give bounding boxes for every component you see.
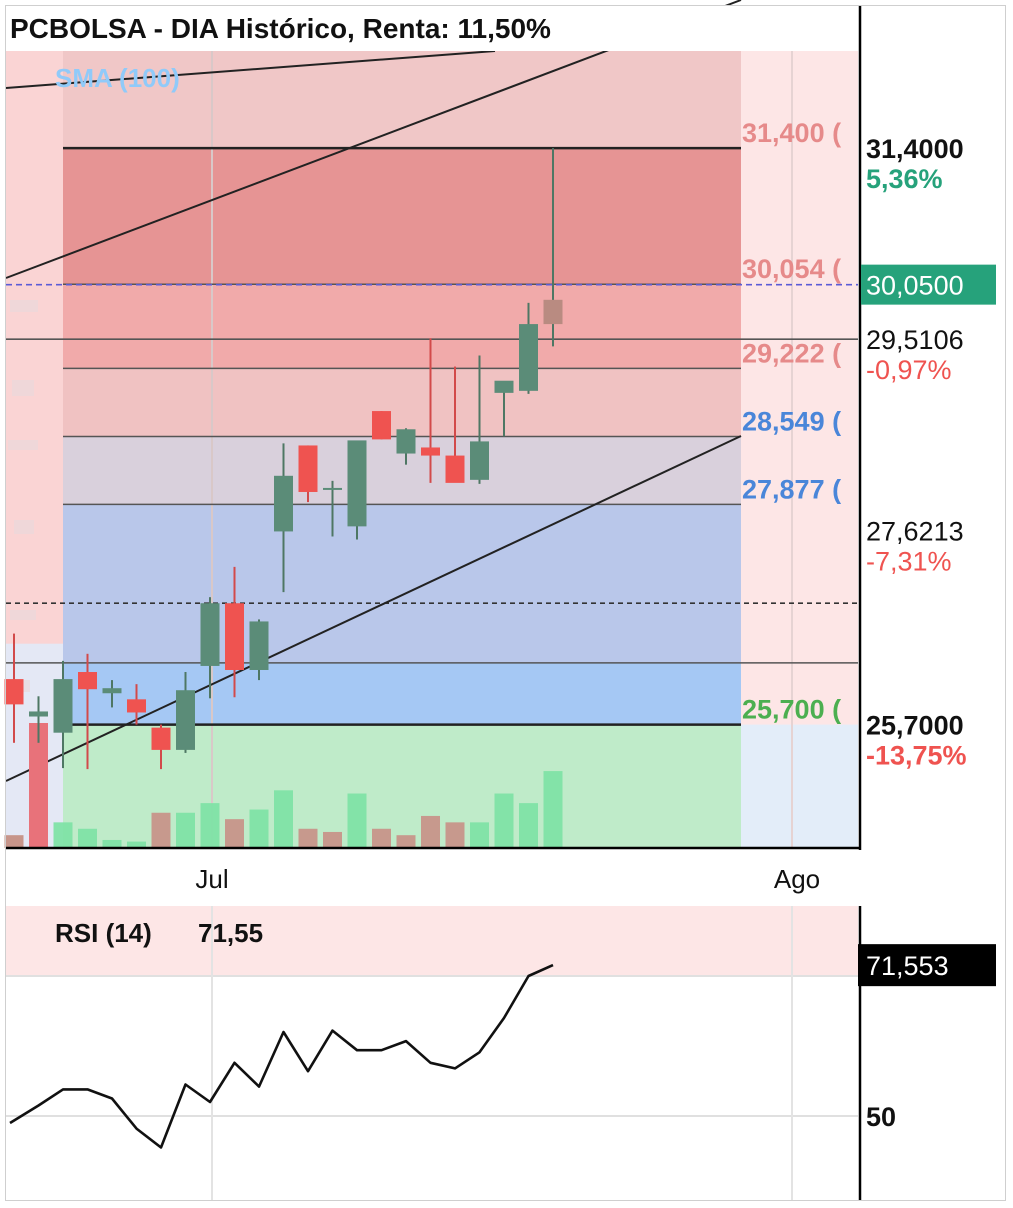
volume-bar — [176, 812, 195, 848]
volume-bar — [151, 812, 171, 848]
candle-body — [29, 711, 48, 717]
volume-bar — [372, 828, 391, 848]
sma-legend-label: SMA (100) — [55, 63, 180, 93]
price-axis-change: -13,75% — [866, 741, 967, 771]
volume-bar — [274, 790, 293, 848]
candle-body — [494, 380, 514, 393]
volume-bar — [396, 835, 416, 848]
candle-body — [127, 699, 146, 713]
candle-body — [78, 672, 97, 690]
volume-bar — [102, 839, 122, 848]
ghost-block — [10, 610, 36, 620]
candle-body — [4, 679, 24, 705]
ghost-block — [14, 520, 34, 534]
volume-bar — [298, 828, 318, 848]
price-axis-label: 29,5106 — [866, 325, 964, 355]
price-axis-change: -7,31% — [866, 546, 952, 576]
fib-level-label: 27,877 ( — [742, 474, 841, 504]
candle-body — [249, 621, 269, 670]
volume-bar — [225, 819, 244, 848]
price-axis-change: -0,97% — [866, 355, 952, 385]
candle-body — [102, 688, 122, 694]
rsi-legend: RSI (14) 71,55 — [55, 918, 263, 948]
candle-body — [372, 411, 391, 440]
volume-bar — [470, 822, 489, 848]
price-pane: 31,400 ( 30,054 ( 29,222 ( 28,549 ( 27,877 (… — [4, 0, 1006, 850]
fib-level-label: 31,400 ( — [742, 118, 841, 148]
chart-header: PCBOLSA - DIA Histórico, Renta: 11,50% S… — [6, 6, 858, 93]
fib-band — [63, 284, 741, 369]
candle-body — [151, 727, 171, 750]
price-axis-background — [861, 6, 1006, 848]
price-axis-label: 31,4000 — [866, 134, 964, 164]
candle-body — [200, 603, 220, 666]
volume-bar — [4, 835, 24, 848]
time-axis: Jul Ago — [195, 864, 820, 894]
candle-body — [445, 455, 465, 483]
price-axis-label: 25,7000 — [866, 711, 964, 741]
volume-bar — [519, 803, 538, 848]
candle-body — [298, 445, 318, 492]
rsi-value-badge-text: 71,553 — [866, 951, 949, 981]
candle-body — [225, 603, 244, 670]
fib-band-upper — [63, 51, 741, 149]
volume-bar — [323, 831, 342, 848]
candle-body — [53, 679, 73, 733]
candle-body — [543, 299, 563, 325]
fib-band — [63, 368, 741, 437]
candle-body — [323, 487, 342, 490]
volume-bar — [200, 803, 220, 848]
candle-body — [176, 690, 195, 750]
volume-bar — [127, 841, 146, 848]
fib-band — [63, 148, 741, 285]
volume-bar — [249, 809, 269, 848]
candle-body — [421, 447, 440, 456]
title-background — [6, 6, 858, 51]
volume-bar — [347, 793, 367, 848]
x-tick-jul: Jul — [195, 864, 228, 894]
current-price-badge — [861, 264, 996, 305]
price-axis-change: 5,36% — [866, 164, 943, 194]
rsi-pane: 50 71,553 — [6, 906, 996, 1200]
candle-body — [470, 441, 489, 480]
volume-bar — [53, 822, 73, 848]
volume-bar — [421, 815, 440, 848]
right-lower-zone — [741, 724, 858, 848]
rsi-title: RSI (14) — [55, 918, 152, 948]
channel-line-upper — [5, 50, 496, 89]
volume-bar — [445, 822, 465, 848]
rsi-axis-tick: 50 — [866, 1102, 896, 1132]
fib-level-label: 28,549 ( — [742, 406, 841, 436]
ghost-block — [8, 440, 38, 450]
ghost-block — [12, 380, 34, 396]
fib-band — [63, 504, 741, 663]
rsi-line — [9, 963, 554, 1149]
fib-level-label: 30,054 ( — [742, 254, 841, 284]
volume-bar — [78, 828, 97, 848]
current-price-badge-text: 30,0500 — [866, 271, 964, 301]
candle-body — [396, 429, 416, 454]
rsi-overbought-zone — [6, 906, 858, 976]
channel-line-lower — [5, 435, 742, 782]
volume-bar — [494, 793, 514, 848]
volume-bar — [29, 723, 48, 848]
fib-level-label: 25,700 ( — [742, 695, 841, 725]
chart-title: PCBOLSA - DIA Histórico, Renta: 11,50% — [10, 13, 551, 44]
x-tick-ago: Ago — [774, 864, 820, 894]
candle-body — [274, 475, 293, 532]
candle-body — [347, 440, 367, 527]
ghost-block — [10, 300, 38, 312]
rsi-value-badge — [858, 944, 996, 987]
rsi-value: 71,55 — [198, 918, 263, 948]
fib-band — [63, 662, 741, 725]
price-axis-label: 27,6213 — [866, 516, 964, 546]
volume-bar — [543, 771, 563, 848]
candle-body — [519, 324, 538, 391]
fib-level-label: 29,222 ( — [742, 338, 841, 368]
